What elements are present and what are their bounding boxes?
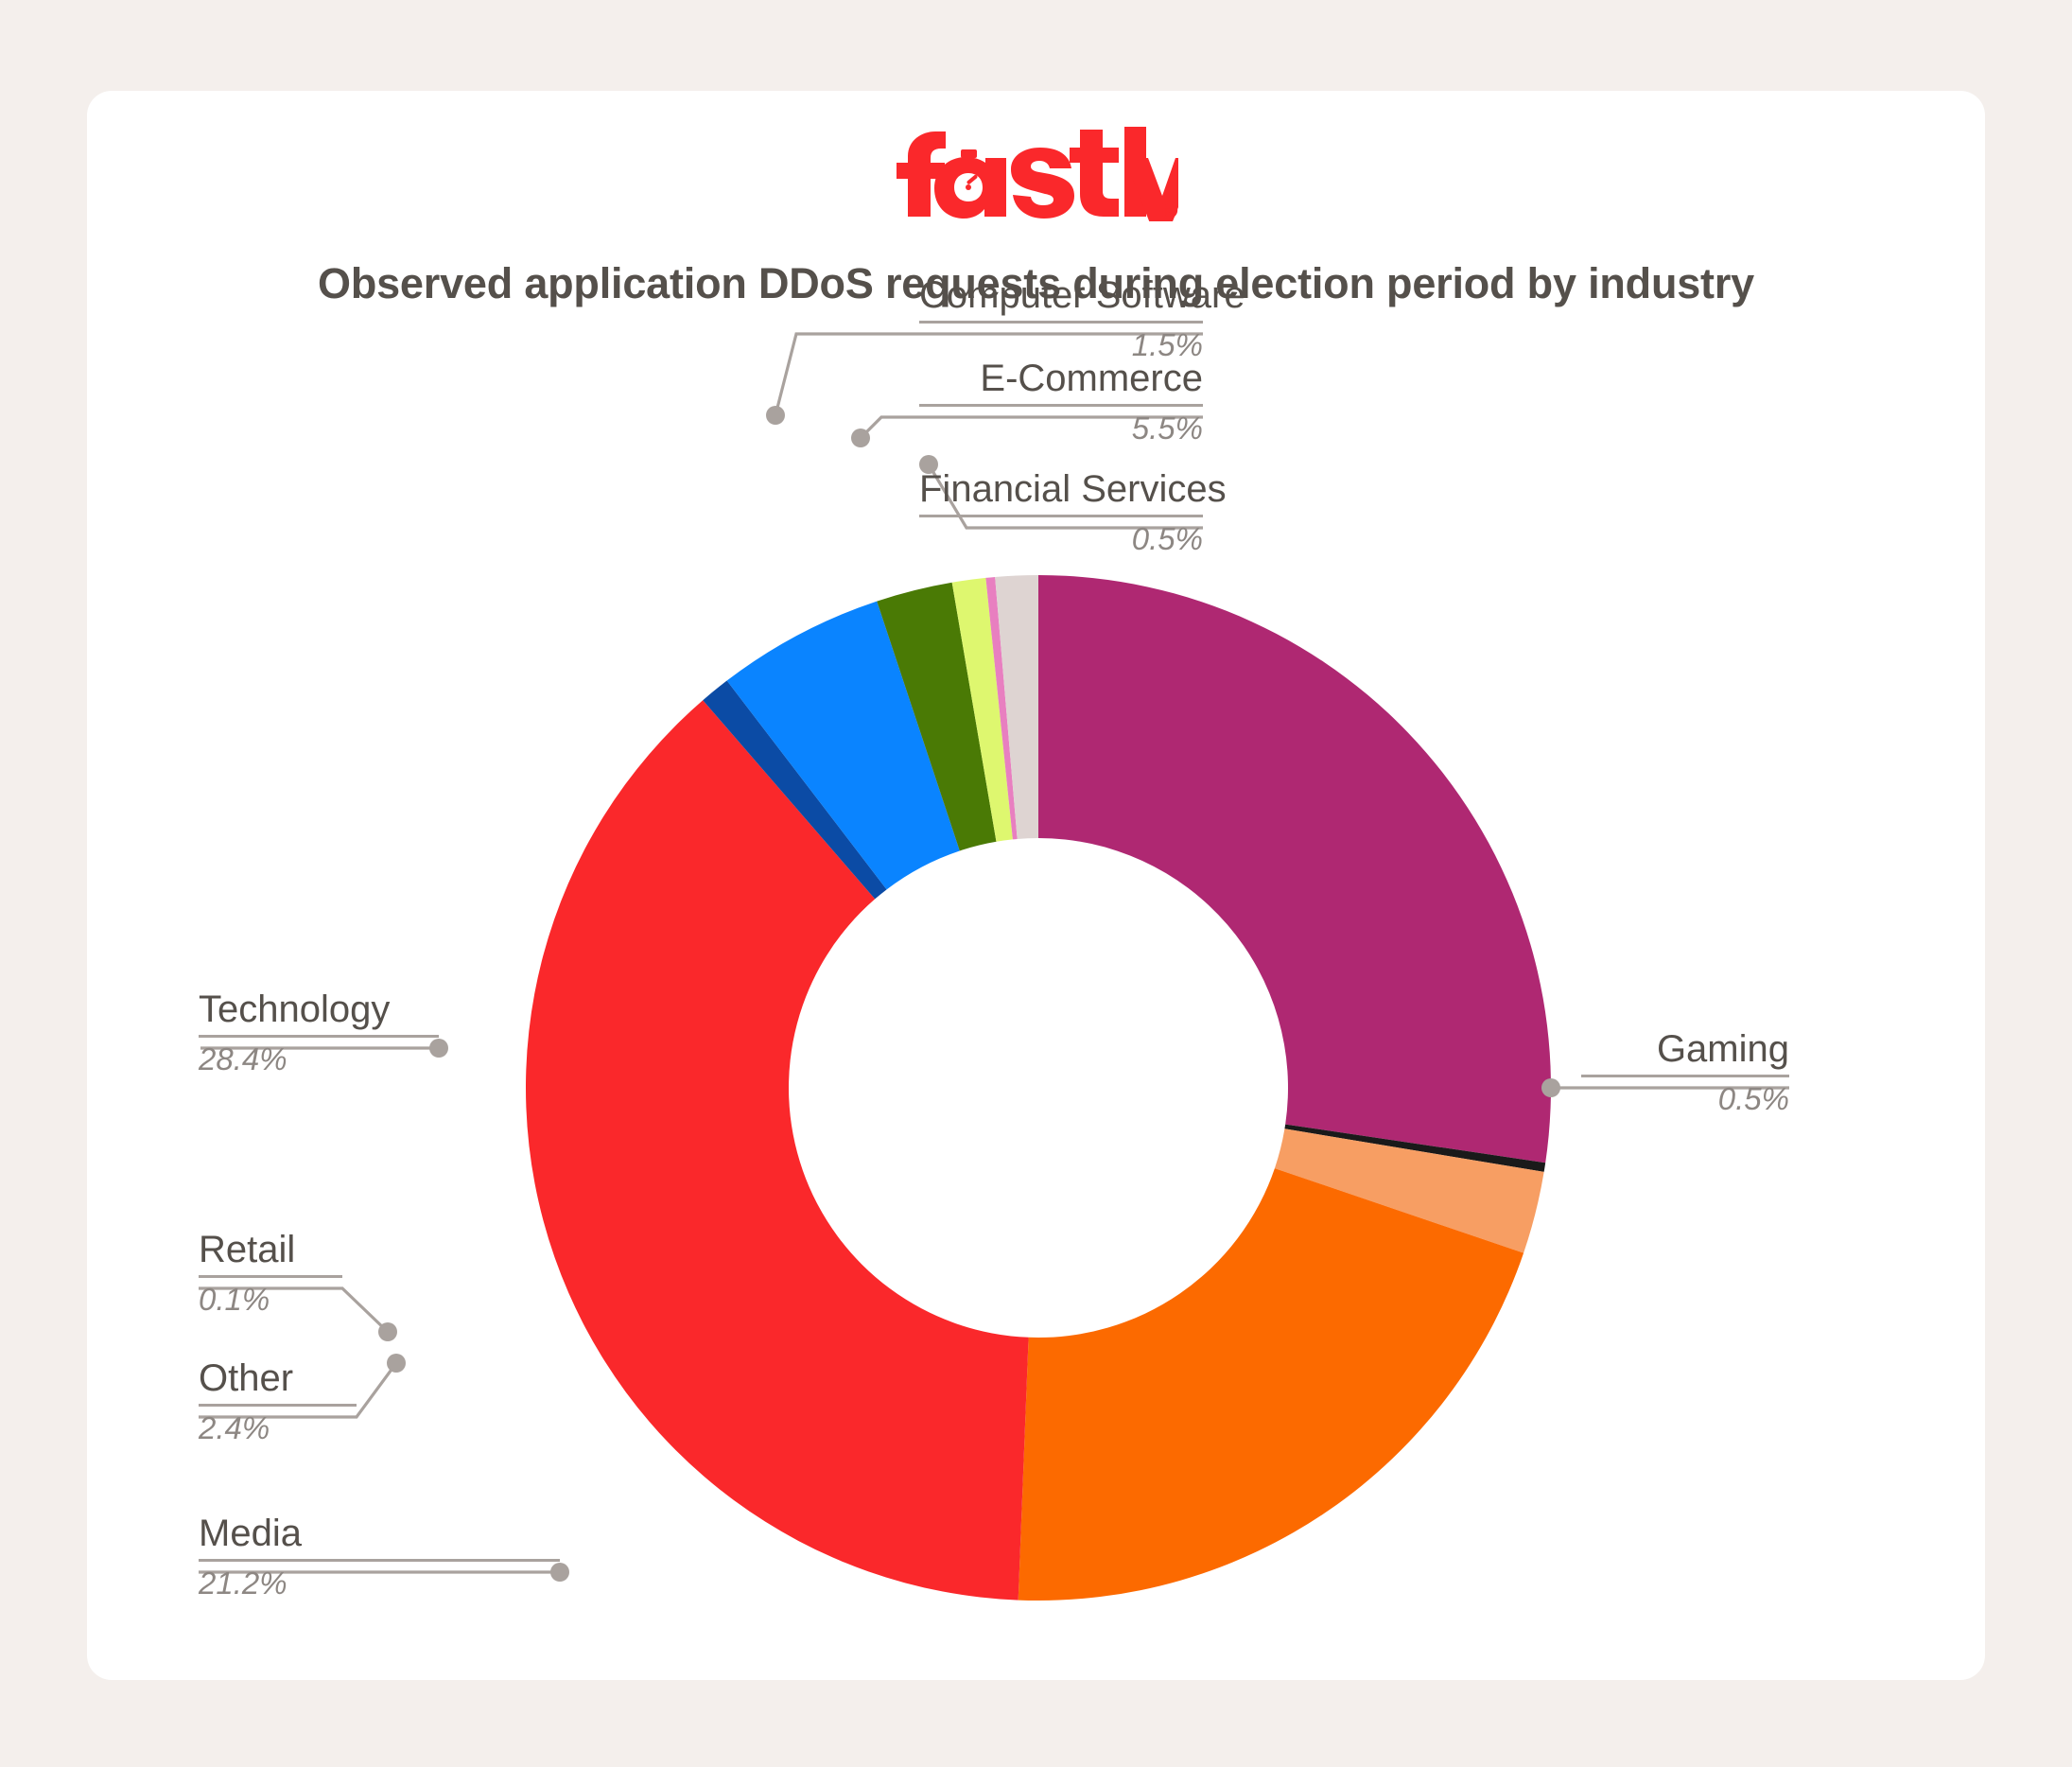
page-title: Observed application DDoS requests durin… <box>318 259 1754 307</box>
callout-label-retail: Retail <box>199 1229 296 1270</box>
leader-dot-media <box>550 1563 569 1582</box>
callout-label-media: Media <box>199 1513 302 1554</box>
chart-card: R Observed application DDoS requests dur… <box>87 91 1985 1680</box>
leader-dot-financial <box>919 455 938 474</box>
fastly-logo: R <box>87 127 1985 221</box>
callout-rule-technology <box>199 1035 439 1038</box>
callout-label-computer-software: Computer Software <box>919 274 1245 316</box>
callout-percent-gaming: 0.5% <box>1717 1081 1789 1116</box>
callout-rule-media <box>199 1559 560 1562</box>
leader-line-financial <box>927 464 1203 530</box>
leader-dot-computer-software <box>766 406 785 425</box>
donut-slice-unlabeled-8[interactable] <box>951 577 1013 842</box>
leader-dot-gaming <box>1541 1078 1560 1097</box>
callout-label-financial-services: Financial Services <box>919 468 1227 510</box>
donut-slice-gaming[interactable] <box>526 700 1029 1601</box>
callout-percent-financial-services: 0.5% <box>1131 521 1203 556</box>
donut-slice-technology[interactable] <box>1038 575 1551 1163</box>
callout-rule-gaming <box>1581 1075 1789 1077</box>
callout-rule-ecommerce <box>919 404 1203 407</box>
registered-mark: R <box>1165 206 1173 218</box>
leader-line-other <box>199 1362 398 1419</box>
callout-percent-media: 21.2% <box>199 1566 287 1601</box>
donut-slice-media[interactable] <box>1018 1168 1524 1601</box>
callout-technology: Technology 28.4% <box>199 988 439 1078</box>
callout-ecommerce: E-Commerce 5.5% <box>919 357 1203 447</box>
callout-label-gaming: Gaming <box>1656 1028 1789 1070</box>
donut-slice-unlabeled-10[interactable] <box>995 575 1038 839</box>
leader-line-ecommerce <box>859 415 1203 440</box>
donut-slice-retail[interactable] <box>1284 1124 1546 1172</box>
callout-rule-computer-software <box>919 321 1203 324</box>
donut-slice-unlabeled-9[interactable] <box>985 576 1018 840</box>
callout-rule-other <box>199 1404 357 1407</box>
leader-line-computer-software <box>774 332 1203 416</box>
donut-slice-e-commerce[interactable] <box>726 601 960 890</box>
leader-dot-ecommerce <box>851 429 870 447</box>
callout-retail: Retail 0.1% <box>199 1228 342 1319</box>
callout-media: Media 21.2% <box>199 1512 560 1602</box>
leader-line-group <box>199 332 1789 1582</box>
callout-percent-retail: 0.1% <box>199 1282 270 1317</box>
callout-rule-financial-services <box>919 515 1203 517</box>
fastly-logo-mark: R <box>896 127 1178 221</box>
callout-label-ecommerce: E-Commerce <box>980 358 1203 399</box>
callout-label-technology: Technology <box>199 988 391 1030</box>
leader-line-retail <box>199 1286 390 1334</box>
callout-percent-ecommerce: 5.5% <box>1131 411 1203 446</box>
donut-slice-financial-services[interactable] <box>703 680 887 900</box>
donut-chart: Computer Software 1.5% E-Commerce 5.5% F… <box>87 91 1985 1680</box>
callout-percent-other: 2.4% <box>199 1410 270 1445</box>
callout-percent-computer-software: 1.5% <box>1131 327 1203 362</box>
donut-slice-other[interactable] <box>1274 1128 1544 1253</box>
callout-computer-software: Computer Software 1.5% <box>919 273 1245 364</box>
callout-percent-technology: 28.4% <box>199 1041 287 1076</box>
donut-slice-computer-software[interactable] <box>877 582 997 851</box>
callout-financial-services: Financial Services 0.5% <box>919 467 1227 558</box>
callout-other: Other 2.4% <box>199 1356 357 1447</box>
callout-gaming: Gaming 0.5% <box>1581 1027 1789 1118</box>
callout-label-other: Other <box>199 1357 294 1399</box>
leader-dot-other <box>387 1354 406 1373</box>
callout-rule-retail <box>199 1275 342 1278</box>
donut-slice-group <box>526 575 1551 1601</box>
donut-chart-svg <box>199 332 1789 1601</box>
leader-dot-technology <box>429 1039 448 1058</box>
leader-dot-retail <box>378 1322 397 1341</box>
